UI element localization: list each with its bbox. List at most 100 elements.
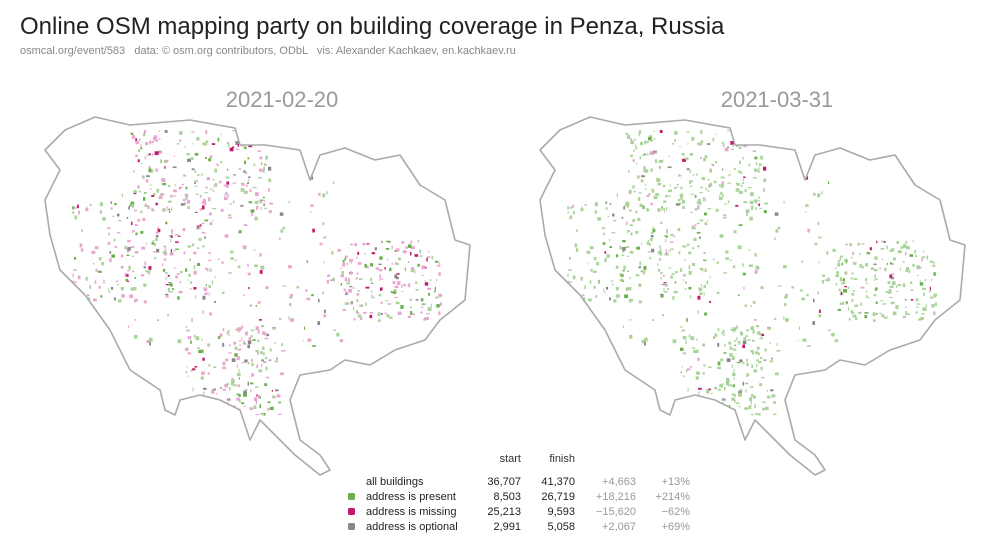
building (771, 357, 773, 360)
building (619, 245, 622, 250)
building (689, 152, 694, 156)
building (663, 283, 665, 286)
building (629, 334, 633, 339)
building (652, 226, 654, 229)
building (201, 231, 206, 234)
building (255, 350, 259, 353)
building (728, 341, 732, 345)
building (692, 412, 695, 416)
building (874, 287, 877, 291)
building (209, 155, 213, 159)
building (641, 175, 645, 178)
building (232, 200, 235, 204)
building (231, 358, 236, 362)
building (307, 338, 312, 342)
building (646, 209, 650, 212)
building (251, 358, 253, 363)
building (875, 301, 878, 304)
building (219, 387, 222, 389)
building (165, 159, 169, 163)
building (831, 333, 835, 337)
building (306, 297, 311, 301)
building (905, 251, 907, 256)
building (258, 369, 263, 373)
building (873, 268, 878, 272)
building (718, 194, 721, 197)
building (640, 179, 644, 183)
building (371, 252, 376, 255)
building (664, 252, 669, 256)
building (754, 156, 758, 160)
building (717, 366, 722, 370)
building (841, 282, 846, 285)
building (887, 281, 891, 285)
building (912, 263, 915, 267)
building (776, 349, 781, 352)
building (758, 412, 761, 416)
building (783, 316, 785, 320)
building (685, 281, 688, 284)
building (664, 291, 668, 293)
building (185, 186, 188, 190)
building (329, 279, 334, 282)
building (880, 300, 884, 302)
building (657, 208, 661, 212)
building (853, 278, 858, 280)
building (742, 362, 745, 365)
building (596, 262, 600, 266)
building (427, 250, 430, 253)
building (358, 278, 363, 280)
building (644, 341, 646, 346)
building (164, 248, 167, 252)
building (349, 302, 353, 305)
building (647, 239, 650, 243)
building (648, 137, 652, 141)
building (879, 312, 882, 315)
building (751, 394, 753, 397)
building (426, 257, 428, 262)
building (251, 212, 253, 216)
building (760, 155, 763, 160)
building (623, 325, 625, 329)
building (629, 319, 632, 321)
building (689, 366, 693, 368)
building (706, 219, 709, 222)
building (108, 288, 110, 292)
building (697, 198, 701, 203)
building (616, 193, 618, 198)
building (149, 337, 153, 342)
building (723, 333, 725, 337)
building (682, 199, 686, 204)
building (211, 143, 216, 145)
building (733, 329, 735, 333)
building (245, 184, 248, 187)
building (757, 331, 761, 335)
building (621, 254, 625, 256)
building (774, 212, 779, 216)
building (108, 232, 110, 236)
building (288, 303, 292, 307)
building (149, 169, 154, 173)
building (731, 148, 734, 151)
building (207, 197, 210, 201)
building (223, 184, 228, 187)
building (679, 347, 684, 351)
building (168, 235, 172, 237)
building (364, 263, 367, 268)
building (158, 138, 161, 140)
building (226, 332, 229, 335)
building (389, 267, 392, 272)
building (754, 319, 757, 321)
building (643, 153, 646, 156)
building (709, 411, 711, 415)
building (202, 295, 206, 300)
building (126, 280, 130, 282)
building (208, 284, 211, 288)
building (761, 332, 763, 335)
building (265, 336, 267, 338)
building (220, 387, 222, 389)
building (249, 407, 254, 410)
building (183, 174, 185, 177)
building (214, 300, 217, 303)
building (163, 245, 165, 247)
